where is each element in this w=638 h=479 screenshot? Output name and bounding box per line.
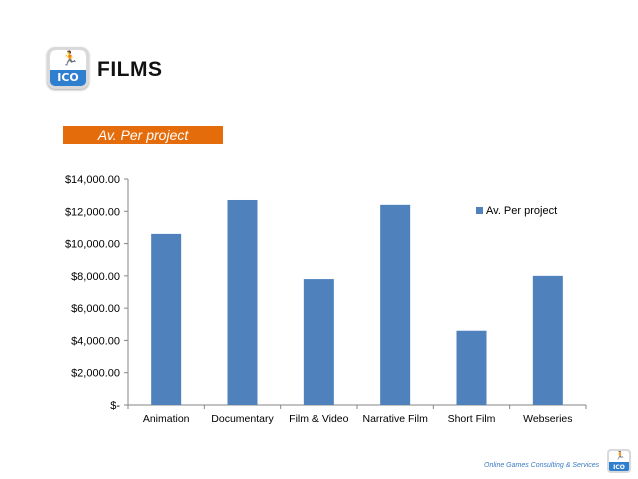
bar [303, 279, 334, 405]
y-tick-label: $2,000.00 [71, 368, 120, 380]
logo-top [50, 50, 86, 70]
y-tick-label: $10,000.00 [65, 239, 120, 251]
y-tick-label: $8,000.00 [71, 271, 120, 283]
x-tick-label: Film & Video [289, 413, 348, 425]
x-axis: Animation Documentary Film & Video Narrativ… [127, 404, 587, 425]
bar [532, 275, 563, 405]
x-tick-label: Webseries [523, 413, 572, 425]
section-banner: Av. Per project [63, 126, 223, 144]
bar [227, 199, 258, 405]
page-title: FILMS [97, 58, 163, 81]
bars [151, 199, 563, 405]
ico-logo: 🏃 ICO [47, 47, 89, 89]
y-tick-label: $14,000.00 [65, 174, 120, 186]
footer-logo-text: ICO [613, 464, 625, 471]
running-man-icon: 🏃 [61, 51, 79, 67]
footer-logo: 🏃 ICO [607, 449, 631, 473]
x-tick-label: Animation [143, 413, 190, 425]
y-tick-label: $- [110, 400, 120, 412]
bar [151, 233, 182, 405]
y-tick-label: $6,000.00 [71, 303, 120, 315]
bar [380, 204, 411, 405]
legend: Av. Per project [476, 205, 557, 217]
y-axis: $- $2,000.00 $4,000.00 $6,000.00 $8,000.00 $1… [65, 174, 129, 412]
x-tick-label: Short Film [448, 413, 496, 425]
footer-text: Online Games Consulting & Services [484, 462, 600, 469]
bar [456, 330, 487, 405]
legend-label: Av. Per project [486, 205, 557, 217]
legend-swatch [476, 207, 483, 214]
running-man-icon: 🏃 [615, 451, 625, 460]
logo-text: ICO [57, 71, 79, 84]
y-tick-label: $4,000.00 [71, 335, 120, 347]
x-tick-label: Documentary [211, 413, 274, 425]
footer-logo-top [609, 451, 629, 462]
x-tick-label: Narrative Film [362, 413, 428, 425]
y-tick-label: $12,000.00 [65, 206, 120, 218]
